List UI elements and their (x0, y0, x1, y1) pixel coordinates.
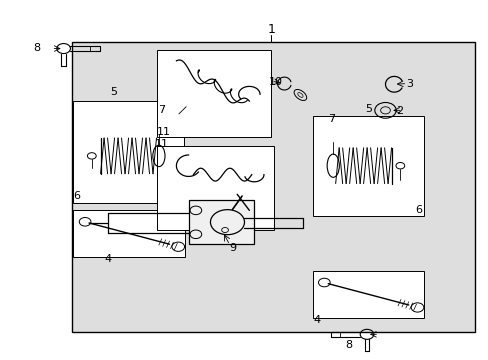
Text: 2: 2 (396, 106, 403, 116)
Bar (188, 200, 254, 244)
Text: 1: 1 (267, 23, 275, 36)
Text: 7: 7 (158, 105, 165, 115)
Text: 4: 4 (104, 254, 112, 264)
Text: 6: 6 (414, 205, 421, 215)
Text: 8: 8 (345, 340, 352, 350)
Text: 9: 9 (228, 243, 235, 253)
Bar (73, 102, 183, 203)
Text: 11: 11 (155, 139, 168, 149)
Text: 7: 7 (328, 114, 335, 124)
Bar (157, 146, 273, 230)
Bar (312, 116, 424, 216)
Text: 8: 8 (33, 43, 40, 53)
Bar (73, 210, 185, 257)
Text: 11: 11 (157, 127, 171, 137)
Text: 6: 6 (73, 191, 80, 201)
Bar (72, 42, 474, 332)
Bar (312, 271, 424, 318)
Text: 5: 5 (109, 87, 117, 98)
Text: 4: 4 (313, 315, 320, 325)
Text: 10: 10 (268, 77, 283, 87)
Text: 3: 3 (406, 78, 412, 89)
Text: 5: 5 (364, 104, 371, 113)
Bar (157, 50, 271, 137)
